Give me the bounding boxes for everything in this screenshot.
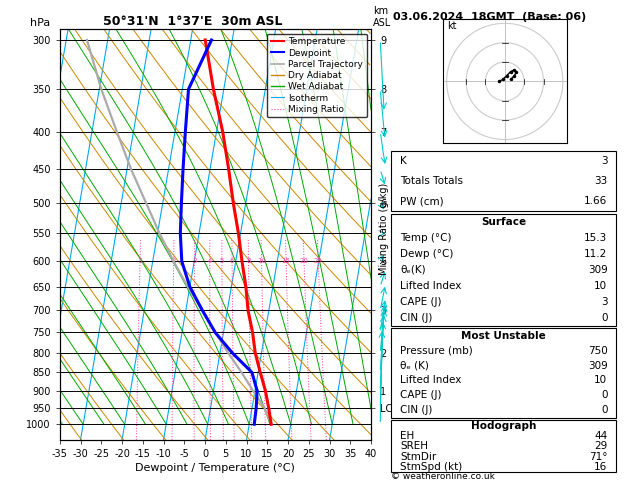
Text: km
ASL: km ASL <box>372 6 391 28</box>
Text: 3: 3 <box>192 258 197 264</box>
Text: hPa: hPa <box>30 17 50 28</box>
Text: Lifted Index: Lifted Index <box>400 281 462 291</box>
Text: Totals Totals: Totals Totals <box>400 176 463 186</box>
Text: 1: 1 <box>138 258 142 264</box>
Text: Surface: Surface <box>481 217 526 227</box>
X-axis label: Dewpoint / Temperature (°C): Dewpoint / Temperature (°C) <box>135 463 296 473</box>
Text: θₑ(K): θₑ(K) <box>400 265 426 275</box>
Text: 5: 5 <box>220 258 224 264</box>
Text: StmSpd (kt): StmSpd (kt) <box>400 462 462 472</box>
Text: CAPE (J): CAPE (J) <box>400 390 442 400</box>
Text: 29: 29 <box>594 441 608 451</box>
Text: 33: 33 <box>594 176 608 186</box>
Text: 44: 44 <box>594 431 608 441</box>
Text: 1.66: 1.66 <box>584 196 608 206</box>
Text: StmDir: StmDir <box>400 452 437 462</box>
Text: Pressure (mb): Pressure (mb) <box>400 346 473 356</box>
Text: SREH: SREH <box>400 441 428 451</box>
Text: © weatheronline.co.uk: © weatheronline.co.uk <box>391 472 495 481</box>
Text: 11.2: 11.2 <box>584 249 608 259</box>
Text: CAPE (J): CAPE (J) <box>400 296 442 307</box>
Text: K: K <box>400 156 407 166</box>
Text: PW (cm): PW (cm) <box>400 196 444 206</box>
Text: 50°31'N  1°37'E  30m ASL: 50°31'N 1°37'E 30m ASL <box>103 15 283 28</box>
Text: 309: 309 <box>587 265 608 275</box>
Text: 750: 750 <box>587 346 608 356</box>
Text: 10: 10 <box>257 258 266 264</box>
Text: CIN (J): CIN (J) <box>400 312 433 323</box>
Text: 20: 20 <box>299 258 309 264</box>
Text: 0: 0 <box>601 390 608 400</box>
Text: 10: 10 <box>594 376 608 385</box>
Text: 15.3: 15.3 <box>584 233 608 243</box>
Text: 6: 6 <box>230 258 235 264</box>
Text: 15: 15 <box>282 258 291 264</box>
Text: 16: 16 <box>594 462 608 472</box>
Text: Dewp (°C): Dewp (°C) <box>400 249 454 259</box>
Text: Lifted Index: Lifted Index <box>400 376 462 385</box>
Text: Mixing Ratio (g/kg): Mixing Ratio (g/kg) <box>379 182 389 275</box>
Text: Temp (°C): Temp (°C) <box>400 233 452 243</box>
Text: CIN (J): CIN (J) <box>400 405 433 416</box>
Text: 25: 25 <box>314 258 323 264</box>
Text: 8: 8 <box>247 258 251 264</box>
Text: EH: EH <box>400 431 415 441</box>
Text: 71°: 71° <box>589 452 608 462</box>
Text: Most Unstable: Most Unstable <box>462 330 546 341</box>
Text: θₑ (K): θₑ (K) <box>400 361 429 370</box>
Text: 3: 3 <box>601 156 608 166</box>
Text: 0: 0 <box>601 312 608 323</box>
Text: 2: 2 <box>172 258 176 264</box>
Text: 10: 10 <box>594 281 608 291</box>
Text: 4: 4 <box>208 258 212 264</box>
Text: 309: 309 <box>587 361 608 370</box>
Text: Hodograph: Hodograph <box>471 420 537 431</box>
Text: 3: 3 <box>601 296 608 307</box>
Legend: Temperature, Dewpoint, Parcel Trajectory, Dry Adiabat, Wet Adiabat, Isotherm, Mi: Temperature, Dewpoint, Parcel Trajectory… <box>267 34 367 118</box>
Text: kt: kt <box>447 21 456 31</box>
Text: 03.06.2024  18GMT  (Base: 06): 03.06.2024 18GMT (Base: 06) <box>393 12 586 22</box>
Text: 0: 0 <box>601 405 608 416</box>
